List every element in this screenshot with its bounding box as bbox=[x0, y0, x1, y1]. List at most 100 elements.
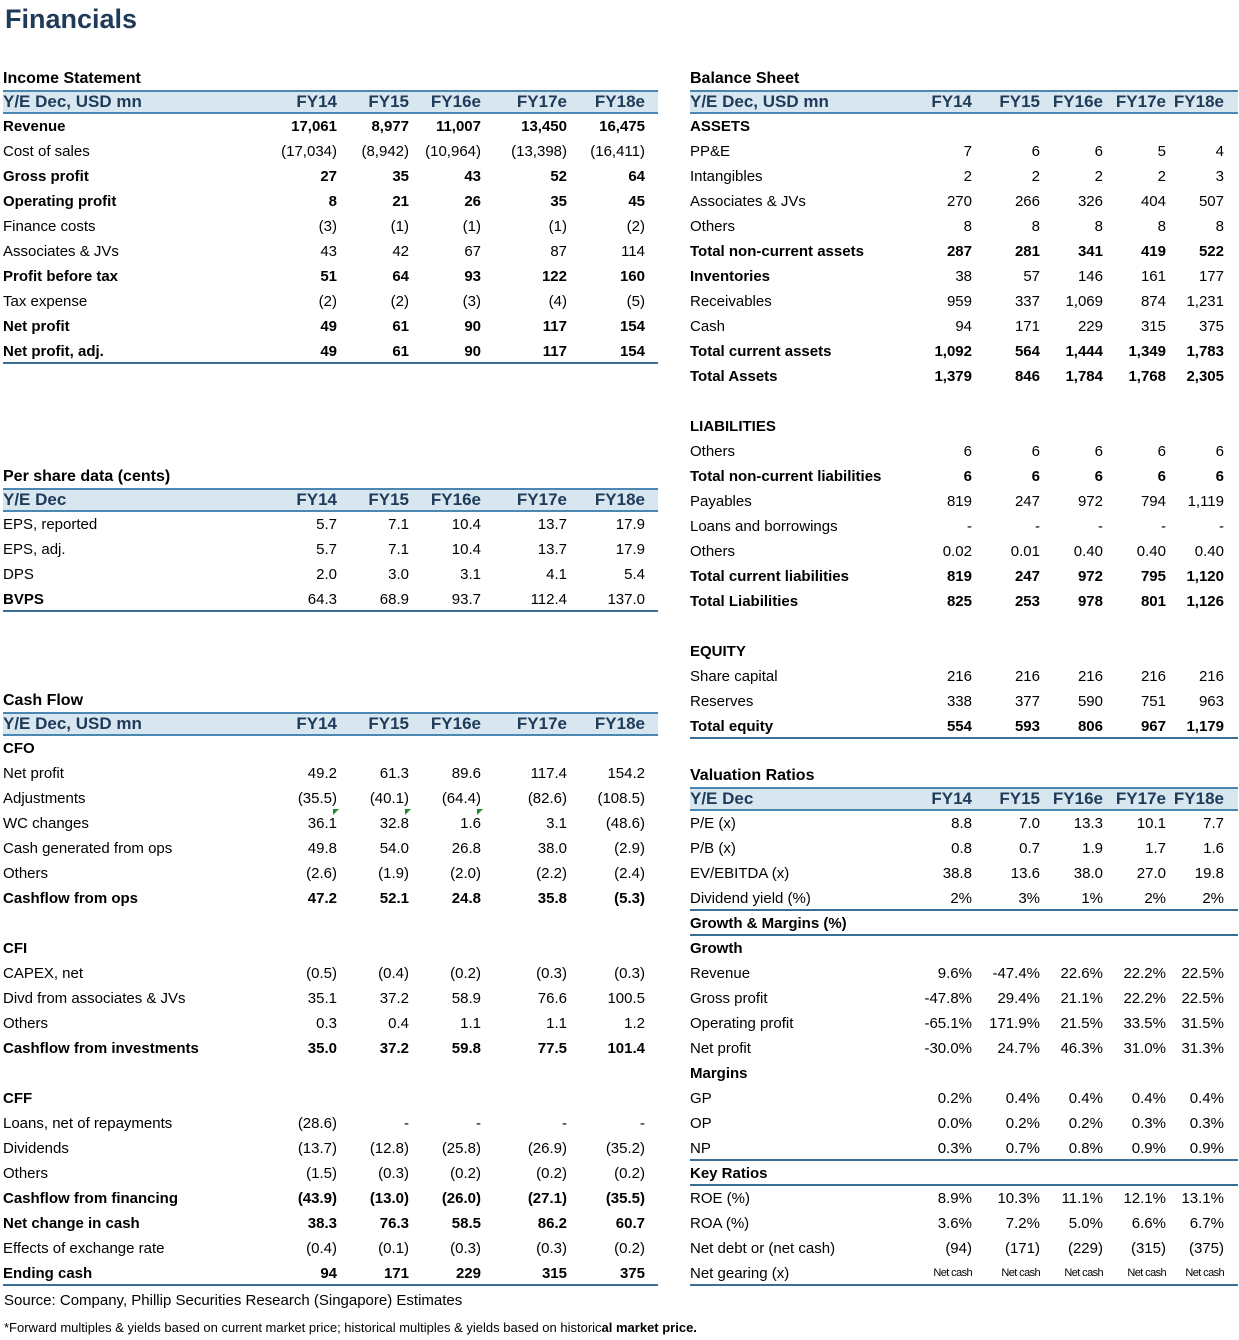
row-value: 5.7 bbox=[316, 541, 337, 558]
row-value: 0.4% bbox=[1005, 1090, 1040, 1107]
row-value: (2.6) bbox=[306, 865, 337, 882]
year-header: FY17e bbox=[1115, 789, 1166, 808]
table-row-total-equity: Total equity 554 593 806 967 1,179 bbox=[690, 714, 1238, 739]
row-value: 281 bbox=[1014, 243, 1040, 260]
row-value: 61 bbox=[392, 318, 409, 335]
row-value: - bbox=[1161, 518, 1166, 535]
row-value: 10.4 bbox=[451, 516, 481, 533]
row-value: 52 bbox=[550, 168, 567, 185]
table-row-gross-profit: Gross profit 27 35 43 52 64 bbox=[3, 164, 658, 189]
row-value bbox=[337, 1061, 409, 1086]
row-label: CAPEX, net bbox=[3, 965, 84, 982]
table-row-adjustments: Adjustments (35.5) (40.1) (64.4) (82.6) (108.… bbox=[3, 786, 658, 811]
table-row-dps: DPS 2.0 3.0 3.1 4.1 5.4 bbox=[3, 562, 658, 587]
row-value: 6 bbox=[963, 468, 972, 485]
year-header: FY14 bbox=[296, 714, 337, 733]
row-label: CFI bbox=[3, 940, 28, 957]
row-value bbox=[1040, 1161, 1103, 1184]
row-value: 38.0 bbox=[1073, 865, 1103, 882]
row-value bbox=[337, 936, 409, 961]
table-row-eps-adj: EPS, adj. 5.7 7.1 10.4 13.7 17.9 bbox=[3, 537, 658, 562]
row-value: 112.4 bbox=[530, 591, 567, 608]
comment-indicator-icon bbox=[477, 809, 483, 815]
row-label: Growth bbox=[690, 940, 743, 957]
row-value: Net cash bbox=[1001, 1267, 1040, 1279]
table-row-growth: Growth bbox=[690, 936, 1238, 961]
row-value bbox=[972, 1061, 1040, 1086]
row-value bbox=[1103, 639, 1166, 664]
row-value: 819 bbox=[946, 568, 972, 585]
row-label: GP bbox=[690, 1090, 712, 1107]
row-label: Effects of exchange rate bbox=[3, 1240, 165, 1257]
table-row-revenue: Revenue 17,061 8,977 11,007 13,450 16,475 bbox=[3, 114, 658, 139]
row-value: 57 bbox=[1023, 268, 1040, 285]
table-row-roa: ROA (%) 3.6% 7.2% 5.0% 6.6% 6.7% bbox=[690, 1211, 1238, 1236]
row-label: Gross profit bbox=[690, 990, 768, 1007]
page-title: Financials bbox=[5, 4, 138, 34]
table-row-operating-profit: Operating profit -65.1% 171.9% 21.5% 33.5% 31… bbox=[690, 1011, 1238, 1036]
row-value bbox=[908, 114, 972, 139]
row-value: 54.0 bbox=[379, 840, 409, 857]
row-label: Net gearing (x) bbox=[690, 1265, 790, 1282]
row-value: Net cash bbox=[1064, 1267, 1103, 1279]
row-value bbox=[1040, 114, 1103, 139]
row-value: 11,007 bbox=[435, 118, 481, 135]
table-row-cashflow-from-financing: Cashflow from financing (43.9) (13.0) (26.0… bbox=[3, 1186, 658, 1211]
row-value: 0.2% bbox=[1068, 1115, 1103, 1132]
row-value bbox=[1166, 114, 1228, 139]
row-value: 42 bbox=[392, 243, 409, 260]
row-value: 17.9 bbox=[615, 516, 645, 533]
row-value bbox=[1040, 1061, 1103, 1086]
row-value: 1.7 bbox=[1145, 840, 1166, 857]
row-value: 1,379 bbox=[934, 368, 972, 385]
table-row-others: Others (2.6) (1.9) (2.0) (2.2) (2.4) bbox=[3, 861, 658, 886]
row-label: Cashflow from ops bbox=[3, 890, 139, 907]
section-pershare: Per share data (cents) Y/E Dec FY14 FY15 FY1… bbox=[3, 466, 658, 612]
row-value bbox=[908, 911, 972, 934]
row-value: 117 bbox=[542, 318, 567, 335]
table-header: Y/E Dec, USD mn FY14 FY15 FY16e FY17e FY18e bbox=[3, 712, 658, 736]
table-row-revenue: Revenue 9.6% -47.4% 22.6% 22.2% 22.5% bbox=[690, 961, 1238, 986]
row-value bbox=[1103, 1161, 1166, 1184]
row-value: (3) bbox=[318, 218, 337, 235]
row-value: 0.9% bbox=[1189, 1140, 1224, 1157]
row-value: 216 bbox=[1198, 668, 1224, 685]
row-value: 6 bbox=[1031, 143, 1040, 160]
table-row-net-gearing-x: Net gearing (x) Net cash Net cash Net cash N… bbox=[690, 1261, 1238, 1286]
row-value: 967 bbox=[1140, 718, 1166, 735]
row-value: 67 bbox=[464, 243, 481, 260]
row-value: 1,179 bbox=[1186, 718, 1224, 735]
row-value: 160 bbox=[619, 268, 645, 285]
row-value: 337 bbox=[1014, 293, 1040, 310]
row-value: 1.6 bbox=[1203, 840, 1224, 857]
row-value: 0.3% bbox=[1189, 1115, 1224, 1132]
table-header: Y/E Dec FY14 FY15 FY16e FY17e FY18e bbox=[690, 787, 1238, 811]
row-value: 146 bbox=[1077, 268, 1103, 285]
table-row-cost-of-sales: Cost of sales (17,034) (8,942) (10,964) (13,… bbox=[3, 139, 658, 164]
section-valuation: Valuation Ratios Y/E Dec FY14 FY15 FY16e FY17… bbox=[690, 765, 1238, 1286]
row-value bbox=[1103, 1061, 1166, 1086]
row-value: 31.3% bbox=[1181, 1040, 1224, 1057]
table-row-others: Others 8 8 8 8 8 bbox=[690, 214, 1238, 239]
table-row-inventories: Inventories 38 57 146 161 177 bbox=[690, 264, 1238, 289]
table-row-cashflow-from-ops: Cashflow from ops 47.2 52.1 24.8 35.8 (5.3) bbox=[3, 886, 658, 911]
row-value: 593 bbox=[1014, 718, 1040, 735]
row-value: 0.40 bbox=[1136, 543, 1166, 560]
row-value: 93 bbox=[464, 268, 481, 285]
row-label: Revenue bbox=[690, 965, 751, 982]
row-label: Share capital bbox=[690, 668, 778, 685]
row-value: 0.7 bbox=[1019, 840, 1040, 857]
row-value: 2.0 bbox=[316, 566, 337, 583]
table-row-tax-expense: Tax expense (2) (2) (3) (4) (5) bbox=[3, 289, 658, 314]
footnote-text: *Forward multiples & yields based on cur… bbox=[4, 1320, 602, 1335]
row-value: 26.8 bbox=[451, 840, 481, 857]
header-label: Y/E Dec, USD mn bbox=[3, 714, 142, 733]
row-value: 17.9 bbox=[615, 541, 645, 558]
row-value: 2% bbox=[950, 890, 972, 907]
row-value: 38.3 bbox=[307, 1215, 337, 1232]
row-label: OP bbox=[690, 1115, 712, 1132]
row-value: (40.1) bbox=[369, 790, 409, 807]
header-label: Y/E Dec bbox=[690, 789, 754, 808]
row-value: 27 bbox=[320, 168, 337, 185]
row-value: 17,061 bbox=[291, 118, 337, 135]
